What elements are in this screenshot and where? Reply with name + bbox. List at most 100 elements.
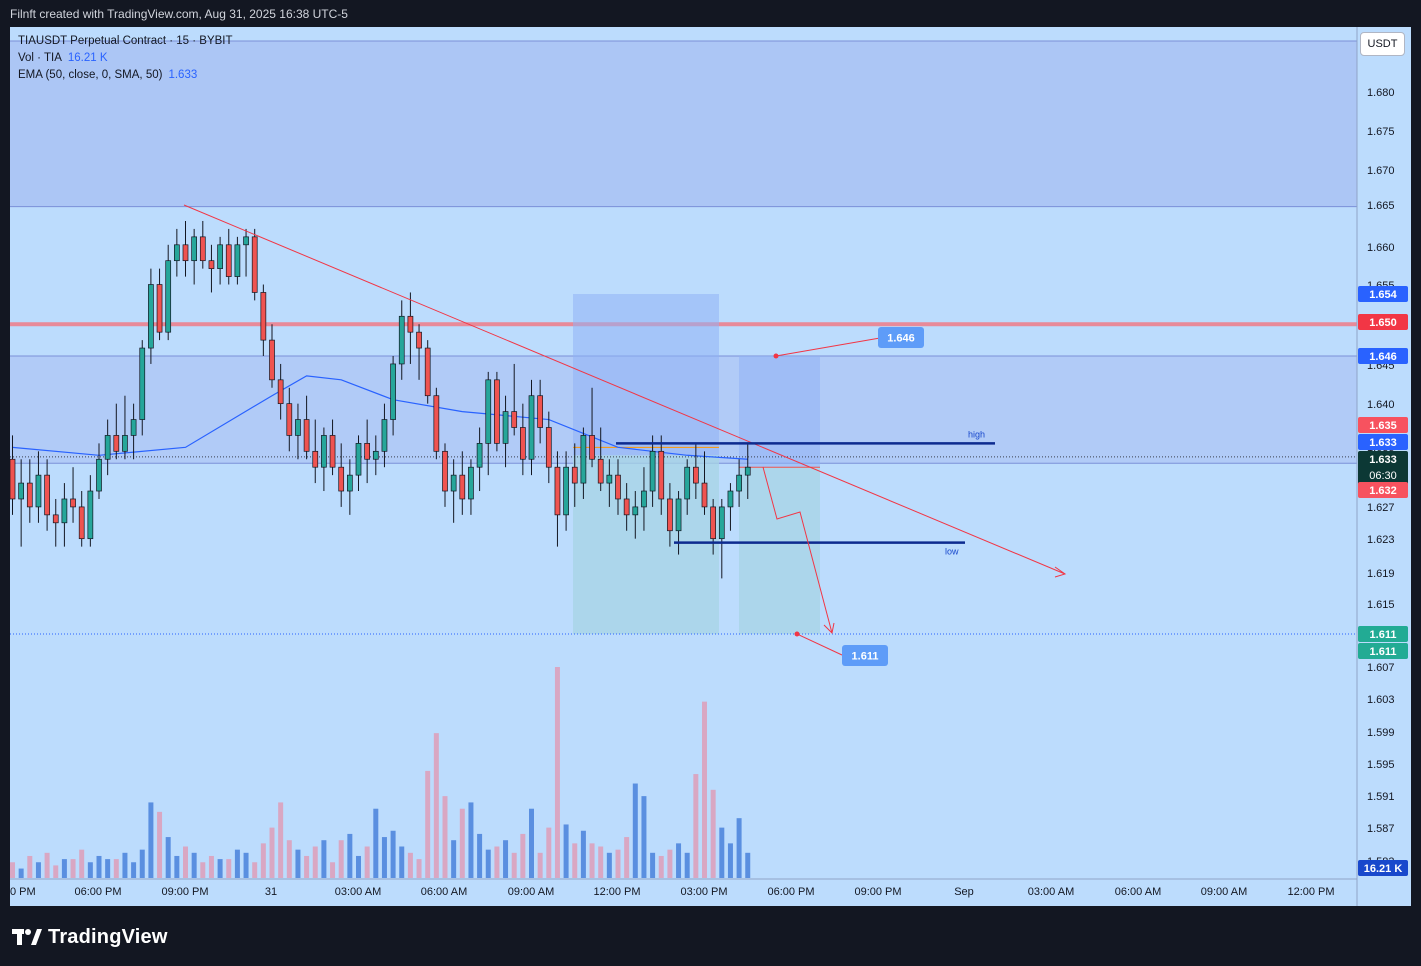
- price-tag-label: 1.611: [1370, 646, 1397, 658]
- volume-bar: [10, 862, 15, 878]
- price-tick-label: 1.615: [1367, 599, 1395, 611]
- position-box-2-stop: [739, 467, 820, 634]
- legend-volume: Vol · TIA 16.21 K: [18, 52, 108, 64]
- target-down-label: 1.611: [852, 651, 879, 663]
- price-tag-label: 1.646: [1369, 351, 1397, 363]
- volume-bar: [165, 837, 171, 878]
- volume-bar: [70, 859, 76, 878]
- volume-bar: [286, 840, 292, 878]
- volume-bar: [356, 855, 361, 878]
- volume-bar: [269, 827, 275, 878]
- quote-unit-button[interactable]: USDT: [1360, 32, 1405, 56]
- target-up-label: 1.646: [887, 333, 915, 345]
- price-tick-label: 1.675: [1367, 126, 1395, 138]
- candle-body: [277, 379, 284, 405]
- price-tag: [1358, 482, 1408, 498]
- candle-body: [303, 419, 310, 452]
- volume-bar: [399, 846, 405, 878]
- price-tick-label: 1.619: [1367, 568, 1395, 580]
- candle-body: [156, 284, 163, 333]
- volume-bar: [200, 862, 206, 878]
- volume-bar: [416, 859, 422, 878]
- volume-bar: [312, 846, 318, 878]
- volume-bar: [304, 855, 310, 878]
- target-up-connector: [775, 337, 881, 357]
- candle-body: [260, 292, 267, 341]
- candle-body: [70, 498, 76, 508]
- candle-body: [199, 236, 206, 262]
- time-tick-label: 06:00 AM: [421, 886, 467, 898]
- candle-body: [442, 450, 448, 492]
- price-tick-label: 1.595: [1367, 759, 1395, 771]
- volume-bar: [61, 859, 67, 878]
- candle-body: [658, 450, 665, 500]
- candle-body: [684, 466, 691, 500]
- volume-bar: [745, 852, 751, 878]
- volume-bar: [157, 811, 163, 878]
- candle-body: [208, 260, 215, 269]
- legend-volume-value: 16.21 K: [67, 52, 108, 64]
- upper-range-zone: [10, 41, 1357, 207]
- time-tick-label: 09:00 AM: [1201, 886, 1247, 898]
- candle-body: [18, 482, 24, 500]
- volume-bar: [459, 808, 465, 878]
- candle-body: [710, 506, 717, 540]
- candle-body: [329, 435, 336, 468]
- descending-trendline: [183, 204, 1066, 575]
- volume-bar: [113, 859, 119, 878]
- candle-body: [554, 466, 561, 516]
- volume-bar: [347, 833, 353, 878]
- volume-bar: [87, 862, 93, 878]
- price-tag: [1358, 434, 1408, 450]
- candle-body: [494, 379, 500, 444]
- volume-bar: [234, 849, 240, 878]
- candle-body: [692, 466, 699, 484]
- candle-body: [355, 443, 362, 476]
- price-tag: [1358, 314, 1408, 330]
- volume-bar: [494, 846, 500, 878]
- candle-body: [312, 450, 319, 468]
- price-tag-label: 1.632: [1369, 485, 1397, 497]
- volume-bar: [554, 667, 560, 878]
- chart-frame[interactable]: high low 1.646 1.611 1.680 1.675 1.670 1.665 1.6…: [10, 27, 1411, 906]
- price-tag-label: 1.633: [1369, 454, 1397, 466]
- volume-bar: [511, 852, 517, 878]
- volume-bar: [451, 840, 457, 878]
- trendline-arrowhead: [1054, 566, 1067, 578]
- price-chart[interactable]: high low 1.646 1.611 1.680 1.675 1.670 1.665 1.6…: [10, 27, 1411, 906]
- volume-bar: [727, 843, 733, 878]
- price-tick-label: 1.607: [1367, 662, 1395, 674]
- price-tick-label: 1.660: [1367, 242, 1395, 254]
- target-down-callout: [842, 645, 888, 666]
- tradingview-logo[interactable]: TradingView: [12, 924, 168, 950]
- candle-body: [545, 427, 552, 468]
- price-tick-label: 1.627: [1367, 502, 1395, 514]
- volume-bar: [35, 862, 41, 878]
- candle-body: [26, 482, 33, 508]
- volume-bar: [96, 855, 102, 878]
- price-tick-label: 1.599: [1367, 727, 1395, 739]
- price-tick-label: 1.665: [1367, 200, 1395, 212]
- projection-arrowhead: [823, 622, 835, 635]
- candle-body: [269, 339, 275, 381]
- candle-body: [459, 474, 466, 500]
- volume-bar: [632, 783, 638, 878]
- volume-bar: [53, 865, 59, 878]
- candle-body: [744, 466, 751, 476]
- candle-body: [78, 506, 85, 540]
- candle-body: [563, 466, 569, 516]
- volume-bar: [260, 843, 266, 878]
- candle-body: [580, 435, 587, 484]
- tradingview-logo-icon: [12, 929, 42, 945]
- candle-body: [104, 435, 111, 460]
- candle-body: [243, 236, 249, 246]
- time-tick-label: 09:00 PM: [854, 886, 901, 898]
- volume-bar: [407, 852, 413, 878]
- candle-body: [191, 236, 197, 262]
- candle-body: [122, 435, 128, 452]
- candle-body: [468, 466, 474, 500]
- legend-ema-label: EMA (50, close, 0, SMA, 50): [18, 69, 163, 81]
- volume-bar: [580, 830, 586, 878]
- time-tick-label: 03:00 PM: [680, 886, 727, 898]
- time-tick-label: 12:00 PM: [1287, 886, 1334, 898]
